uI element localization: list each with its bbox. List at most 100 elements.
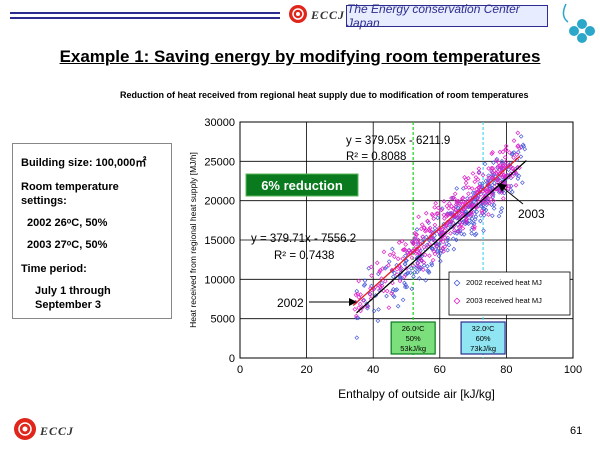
data-point-1 [442, 244, 447, 250]
data-point-0 [436, 253, 442, 259]
data-point-1 [466, 191, 471, 197]
trendline-2003 [352, 155, 521, 306]
data-point-1 [471, 226, 477, 231]
y-tick-label: 0 [229, 353, 235, 365]
data-point-0 [490, 182, 495, 188]
data-point-0 [402, 280, 407, 286]
data-point-1 [391, 251, 396, 256]
data-point-0 [418, 265, 423, 270]
data-point-0 [490, 213, 495, 219]
data-point-0 [482, 206, 487, 212]
data-point-1 [447, 201, 452, 206]
data-point-1 [429, 229, 434, 235]
data-point-0 [491, 160, 496, 166]
data-point-1 [502, 155, 508, 160]
x-tick-label: 80 [500, 364, 512, 376]
building-size: Building size: 100,000㎡ [21, 157, 147, 169]
data-point-1 [441, 249, 446, 254]
data-point-1 [353, 292, 359, 298]
data-point-0 [444, 241, 450, 246]
footer-eccj-logo-text: ECCJ [40, 424, 75, 438]
data-point-1 [421, 244, 427, 250]
data-point-0 [506, 167, 511, 172]
data-point-1 [356, 278, 361, 284]
data-point-0 [424, 234, 429, 240]
data-point-1 [494, 158, 499, 163]
data-point-0 [371, 308, 377, 314]
data-point-1 [360, 298, 366, 303]
legend-box [448, 271, 571, 316]
data-point-1 [384, 288, 390, 294]
arrow-2003-shaft [501, 186, 524, 205]
data-point-1 [354, 313, 359, 319]
data-point-1 [382, 278, 388, 284]
data-point-1 [411, 240, 416, 246]
data-point-0 [438, 258, 443, 264]
data-point-1 [433, 200, 439, 206]
data-point-1 [483, 200, 489, 206]
data-point-1 [435, 205, 441, 211]
data-point-1 [395, 256, 401, 262]
data-point-1 [489, 170, 495, 175]
building-info-box: Building size: 100,000㎡ Room temperature… [12, 143, 172, 319]
data-point-0 [403, 272, 408, 277]
arrow-2003-head [497, 183, 507, 192]
data-point-1 [510, 166, 515, 172]
data-point-0 [354, 335, 360, 341]
data-point-0 [474, 209, 480, 215]
data-point-0 [509, 152, 515, 157]
data-point-1 [441, 198, 447, 204]
y-tick-label: 10000 [204, 274, 235, 286]
year-label-2003: 2003 [518, 207, 545, 221]
data-point-0 [432, 225, 438, 231]
data-point-0 [437, 241, 442, 247]
data-point-1 [488, 196, 494, 202]
data-point-1 [510, 173, 515, 179]
data-point-0 [450, 236, 456, 242]
data-point-1 [517, 145, 522, 151]
data-point-1 [400, 247, 406, 253]
data-point-1 [486, 175, 492, 181]
data-point-0 [498, 209, 504, 215]
data-point-1 [421, 225, 427, 231]
data-point-1 [405, 250, 411, 256]
x-tick-label: 60 [434, 364, 446, 376]
y-tick-label: 20000 [204, 196, 235, 208]
y-tick-label: 25000 [204, 156, 235, 168]
condition-box-2003-line: 60% [476, 334, 491, 343]
data-point-1 [394, 267, 400, 272]
legend-marker-1 [453, 297, 461, 305]
data-point-0 [414, 269, 420, 275]
data-point-1 [387, 252, 393, 258]
data-point-1 [416, 214, 421, 220]
data-point-1 [460, 201, 465, 207]
data-point-0 [425, 263, 430, 269]
data-point-1 [432, 205, 438, 210]
data-point-1 [487, 200, 492, 206]
data-point-1 [482, 187, 488, 193]
data-point-0 [454, 186, 460, 191]
data-point-1 [413, 231, 419, 237]
condition-box-2002-line: 50% [406, 334, 421, 343]
y-tick-label: 15000 [204, 235, 235, 247]
data-point-0 [454, 237, 459, 243]
data-point-1 [386, 262, 391, 268]
data-point-0 [417, 276, 422, 281]
data-point-1 [380, 266, 386, 271]
data-point-1 [469, 212, 474, 218]
data-point-1 [423, 210, 429, 216]
data-point-0 [386, 259, 392, 264]
fit-equation-2003: y = 379.05x - 6211.9 [346, 135, 450, 147]
data-point-1 [496, 188, 502, 193]
data-point-1 [503, 147, 508, 152]
data-point-1 [503, 159, 509, 165]
condition-box-2003 [460, 321, 506, 355]
data-point-1 [432, 222, 438, 228]
data-point-1 [476, 166, 482, 172]
data-point-0 [470, 190, 476, 196]
data-point-0 [391, 294, 397, 300]
data-point-1 [429, 211, 435, 217]
data-point-1 [396, 240, 402, 245]
data-point-1 [379, 283, 385, 289]
data-point-1 [454, 200, 460, 206]
